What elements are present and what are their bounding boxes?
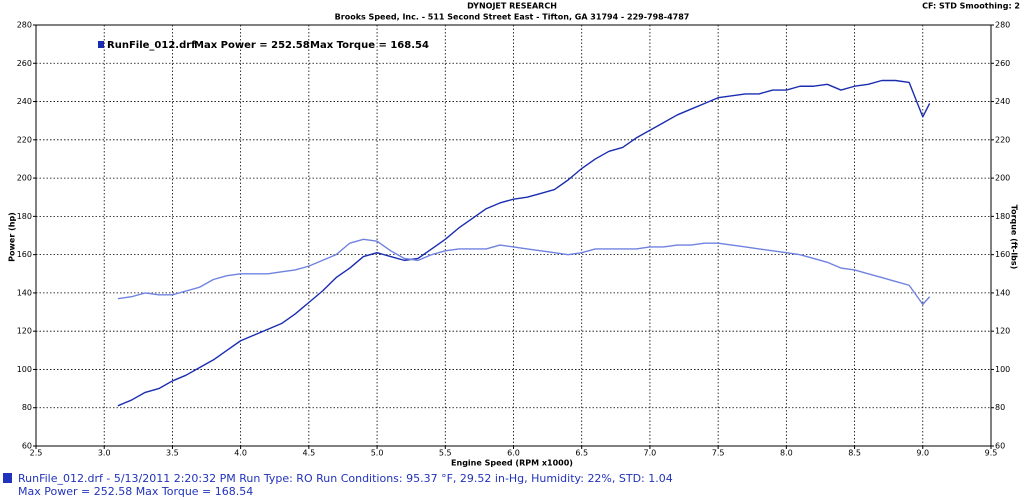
corner-note: CF: STD Smoothing: 2 xyxy=(922,2,1020,11)
x-tick-label: 7.0 xyxy=(644,449,657,458)
y2-tick-label: 160 xyxy=(995,250,1010,259)
y-tick-label: 60 xyxy=(22,442,32,451)
footer-line: RunFile_012.drf - 5/13/2011 2:20:32 PM R… xyxy=(18,472,673,485)
y-axis-label: Power (hp) xyxy=(8,212,17,262)
x-tick-label: 9.5 xyxy=(985,449,998,458)
y-tick-label: 180 xyxy=(17,212,32,221)
y-tick-label: 140 xyxy=(17,288,32,297)
y-tick-label: 240 xyxy=(17,97,32,106)
y2-tick-label: 100 xyxy=(995,365,1010,374)
legend-text: Max Power = 252.58 xyxy=(194,40,310,51)
y2-tick-label: 240 xyxy=(995,97,1010,106)
y2-tick-label: 260 xyxy=(995,59,1010,68)
y-tick-label: 260 xyxy=(17,59,32,68)
x-tick-label: 5.5 xyxy=(439,449,452,458)
x-tick-label: 5.0 xyxy=(371,449,384,458)
footer-icon xyxy=(3,473,12,483)
x-tick-label: 4.0 xyxy=(234,449,247,458)
y-tick-label: 100 xyxy=(17,365,32,374)
x-tick-label: 9.0 xyxy=(916,449,929,458)
x-tick-label: 4.5 xyxy=(302,449,315,458)
chart-subtitle: Brooks Speed, Inc. - 511 Second Street E… xyxy=(335,13,690,22)
legend-entry: RunFile_012.drf xyxy=(107,40,196,51)
x-tick-label: 8.5 xyxy=(848,449,861,458)
y2-tick-label: 80 xyxy=(995,403,1005,412)
x-tick-label: 8.0 xyxy=(780,449,793,458)
y2-axis-label: Torque (ft-lbs) xyxy=(1010,205,1019,270)
y-tick-label: 80 xyxy=(22,403,32,412)
x-tick-label: 2.5 xyxy=(30,449,43,458)
x-tick-label: 3.0 xyxy=(98,449,111,458)
x-tick-label: 6.5 xyxy=(575,449,588,458)
y-tick-label: 200 xyxy=(17,174,32,183)
legend-swatch xyxy=(98,41,104,48)
x-tick-label: 3.5 xyxy=(166,449,179,458)
y-tick-label: 160 xyxy=(17,250,32,259)
data-line xyxy=(117,79,931,407)
y2-tick-label: 280 xyxy=(995,21,1010,30)
footer-line: Max Power = 252.58 Max Torque = 168.54 xyxy=(18,485,253,498)
x-axis-label: Engine Speed (RPM x1000) xyxy=(451,459,573,468)
y2-tick-label: 220 xyxy=(995,135,1010,144)
y2-tick-label: 140 xyxy=(995,288,1010,297)
y2-tick-label: 180 xyxy=(995,212,1010,221)
y2-tick-label: 200 xyxy=(995,174,1010,183)
x-tick-label: 7.5 xyxy=(712,449,725,458)
chart-title: DYNOJET RESEARCH xyxy=(467,2,557,11)
y-tick-label: 120 xyxy=(17,327,32,336)
x-tick-label: 6.0 xyxy=(507,449,520,458)
y2-tick-label: 120 xyxy=(995,327,1010,336)
y-tick-label: 280 xyxy=(17,21,32,30)
y-tick-label: 220 xyxy=(17,135,32,144)
y2-tick-label: 60 xyxy=(995,442,1005,451)
legend-text: Max Torque = 168.54 xyxy=(310,40,429,51)
data-line xyxy=(117,238,931,306)
